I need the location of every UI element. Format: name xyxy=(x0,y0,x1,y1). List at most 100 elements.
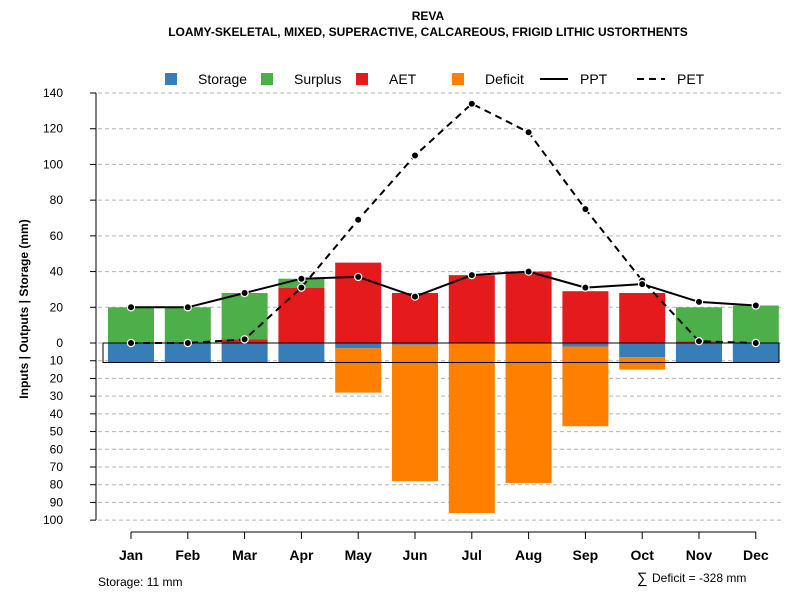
x-tick-label-jan: Jan xyxy=(119,547,143,563)
surplus-bar-dec xyxy=(732,305,779,343)
legend-label-surplus: Surplus xyxy=(294,71,341,87)
legend-swatch-aet xyxy=(356,73,368,85)
pet-point-jul xyxy=(467,99,476,108)
x-tick-label-jun: Jun xyxy=(403,547,428,563)
axes: 0 20 40 60 80 100 120 140 10 20 30 40 50 60 70 80 90 100 J… xyxy=(43,86,780,563)
chart-title: REVA xyxy=(412,9,445,23)
chart-legend: Storage Surplus AET Deficit PPT PET xyxy=(165,71,705,87)
ppt-point-jul xyxy=(467,270,476,280)
y-tick-label-lower-70: 70 xyxy=(50,460,64,474)
y-tick-label-upper-0: 0 xyxy=(56,336,63,350)
x-tick-label-dec: Dec xyxy=(743,547,769,563)
x-tick-label-feb: Feb xyxy=(175,547,200,563)
y-tick-label-lower-50: 50 xyxy=(50,425,64,439)
x-tick-label-mar: Mar xyxy=(232,547,257,563)
surplus-bar-apr xyxy=(278,278,325,288)
storage-bar-jan xyxy=(108,343,154,363)
y-tick-label-lower-40: 40 xyxy=(50,407,64,421)
ppt-point-nov xyxy=(694,297,704,307)
legend-label-aet: AET xyxy=(389,71,417,87)
deficit-bar-oct xyxy=(619,357,666,370)
y-tick-label-upper-120: 120 xyxy=(43,122,63,136)
y-tick-label-lower-90: 90 xyxy=(50,495,64,509)
ppt-point-sep xyxy=(581,283,590,292)
storage-bar-may xyxy=(335,343,382,349)
sum-symbol: ∑ xyxy=(637,570,648,587)
storage-bar-nov xyxy=(676,343,722,363)
aet-bar-apr xyxy=(278,287,325,343)
legend-label-deficit: Deficit xyxy=(485,71,524,87)
x-tick-label-nov: Nov xyxy=(686,547,713,563)
y-tick-label-lower-100: 100 xyxy=(43,513,63,527)
ppt-point-may xyxy=(354,272,363,282)
y-tick-label-lower-30: 30 xyxy=(50,389,64,403)
ppt-point-feb xyxy=(183,303,192,312)
ppt-point-jan xyxy=(126,303,136,312)
deficit-bar-jun xyxy=(392,344,438,482)
legend-swatch-surplus xyxy=(261,73,273,85)
surplus-bar-feb xyxy=(164,307,211,343)
y-tick-label-upper-40: 40 xyxy=(50,265,64,279)
storage-bar-dec xyxy=(732,343,779,363)
y-tick-label-upper-80: 80 xyxy=(50,193,64,207)
aet-bar-sep xyxy=(562,291,609,343)
x-tick-label-sep: Sep xyxy=(573,547,599,563)
ppt-line xyxy=(131,270,756,309)
surplus-bar-nov xyxy=(676,307,722,342)
y-tick-label-upper-100: 100 xyxy=(43,157,63,171)
aet-bar-jul xyxy=(448,275,495,343)
pet-point-mar xyxy=(240,335,249,344)
legend-label-pet: PET xyxy=(677,71,705,87)
pet-point-aug xyxy=(524,128,533,137)
deficit-bar-sep xyxy=(562,346,609,427)
pet-point-may xyxy=(354,215,363,224)
legend-label-storage: Storage xyxy=(198,71,247,87)
pet-point-feb xyxy=(183,338,192,348)
y-tick-label-lower-60: 60 xyxy=(50,442,64,456)
aet-bar-aug xyxy=(505,271,552,343)
ppt-point-oct xyxy=(638,279,647,289)
grid-lines xyxy=(98,92,782,521)
ppt-point-jun xyxy=(410,292,420,301)
x-tick-label-aug: Aug xyxy=(515,547,542,563)
storage-note: Storage: 11 mm xyxy=(98,575,182,589)
y-tick-label-upper-60: 60 xyxy=(50,229,64,243)
legend-swatch-storage xyxy=(165,73,177,85)
pet-point-jan xyxy=(126,338,136,348)
storage-bar-sep xyxy=(562,343,609,347)
pet-point-apr xyxy=(297,283,306,292)
deficit-bar-jul xyxy=(448,343,495,514)
bar-layer xyxy=(108,262,779,514)
y-tick-label-lower-20: 20 xyxy=(50,371,64,385)
x-tick-label-jul: Jul xyxy=(462,547,482,563)
x-tick-label-apr: Apr xyxy=(289,547,314,563)
storage-bar-apr xyxy=(278,343,325,363)
ppt-point-apr xyxy=(297,274,306,283)
legend-label-ppt: PPT xyxy=(580,71,608,87)
line-layer xyxy=(126,99,761,348)
x-tick-label-oct: Oct xyxy=(631,547,655,563)
aet-bar-oct xyxy=(619,293,666,343)
y-tick-label-upper-20: 20 xyxy=(50,300,64,314)
storage-bar-oct xyxy=(619,343,666,358)
y-tick-label-lower-10: 10 xyxy=(50,354,64,368)
y-axis-label: Inputs | Outputs | Storage (mm) xyxy=(17,219,31,398)
legend-swatch-deficit xyxy=(452,73,464,85)
deficit-total: Deficit = -328 mm xyxy=(652,571,746,585)
chart-subtitle: LOAMY-SKELETAL, MIXED, SUPERACTIVE, CALC… xyxy=(168,25,688,39)
surplus-bar-mar xyxy=(221,293,268,340)
ppt-point-aug xyxy=(524,267,533,276)
x-tick-label-may: May xyxy=(345,547,372,563)
storage-bar-mar xyxy=(221,343,268,363)
storage-capacity-frame xyxy=(102,342,780,363)
pet-point-jun xyxy=(410,151,420,160)
ppt-point-mar xyxy=(240,288,249,298)
aet-bar-jun xyxy=(392,293,438,343)
pet-point-sep xyxy=(581,204,590,214)
storage-bar-jun xyxy=(392,343,438,345)
surplus-bar-jan xyxy=(108,307,154,343)
storage-bar-feb xyxy=(164,343,211,363)
y-tick-label-lower-80: 80 xyxy=(50,478,64,492)
y-tick-label-upper-140: 140 xyxy=(43,86,63,100)
